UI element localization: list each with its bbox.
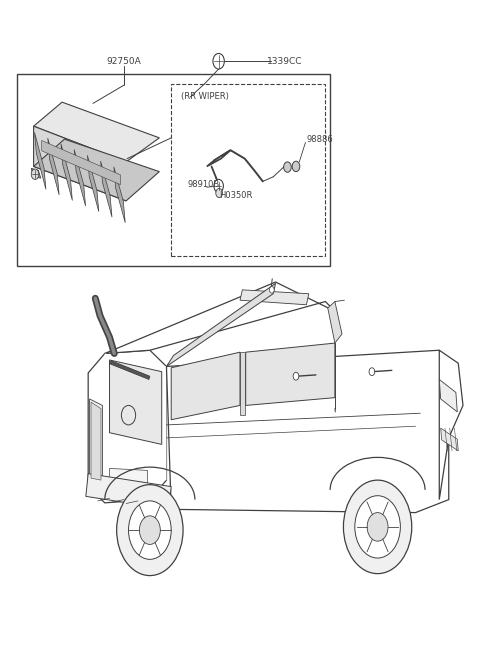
Polygon shape [109,468,147,494]
Circle shape [355,496,400,558]
Polygon shape [439,379,457,412]
Text: 1339CC: 1339CC [267,57,303,66]
Polygon shape [48,138,59,195]
Polygon shape [91,402,101,480]
Polygon shape [246,343,335,405]
Polygon shape [441,428,458,451]
Polygon shape [171,352,240,420]
Bar [17,74,330,266]
Circle shape [216,189,222,198]
Circle shape [139,516,160,544]
Polygon shape [207,150,230,166]
Polygon shape [105,354,167,487]
Bar [171,84,325,256]
Polygon shape [167,350,449,513]
Text: 98886: 98886 [306,135,333,143]
Circle shape [117,485,183,576]
Polygon shape [90,399,102,482]
Polygon shape [240,290,309,305]
Circle shape [269,287,274,293]
Polygon shape [101,161,112,217]
Polygon shape [167,284,276,366]
Polygon shape [35,132,46,189]
Circle shape [31,169,39,179]
Polygon shape [87,155,99,212]
Polygon shape [105,282,335,354]
Circle shape [367,513,388,541]
Polygon shape [31,168,41,178]
Polygon shape [34,126,126,201]
Circle shape [121,405,136,425]
Text: H0350R: H0350R [219,191,252,200]
Text: 92750A: 92750A [107,57,141,66]
Polygon shape [42,140,120,185]
Circle shape [343,480,412,574]
Polygon shape [88,350,167,503]
Circle shape [284,162,291,172]
Polygon shape [439,350,463,500]
Polygon shape [74,149,85,206]
Circle shape [129,501,171,559]
Polygon shape [86,474,171,510]
Polygon shape [109,360,162,444]
Circle shape [293,372,299,380]
Circle shape [213,54,224,69]
Polygon shape [34,102,159,162]
Polygon shape [240,352,245,415]
Text: (RR WIPER): (RR WIPER) [180,92,228,102]
Circle shape [292,161,300,172]
Polygon shape [328,301,342,343]
Text: 98910B: 98910B [188,180,220,189]
Polygon shape [114,167,125,223]
Polygon shape [110,361,150,379]
Polygon shape [34,139,159,201]
Circle shape [369,367,375,375]
Polygon shape [61,144,72,200]
Circle shape [214,179,223,193]
